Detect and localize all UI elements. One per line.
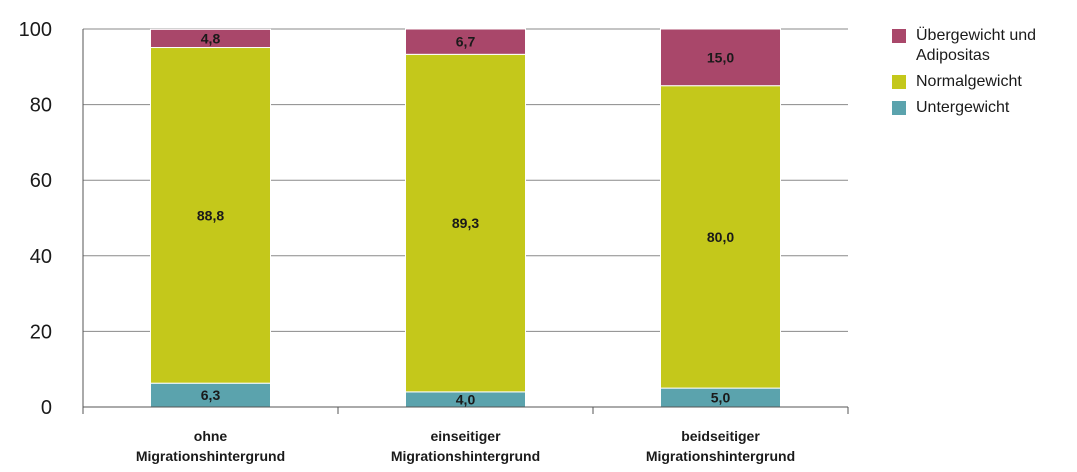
x-category-label-line: Migrationshintergrund [391, 448, 540, 464]
legend-label: Übergewicht und Adipositas [916, 27, 1037, 64]
legend-swatch [892, 75, 906, 89]
legend-item: Normalgewicht [892, 72, 1072, 92]
x-category-label-line: beidseitiger [681, 428, 760, 444]
bar-stack: 5,0 80,0 15,0 [660, 28, 781, 408]
legend-label: Untergewicht [916, 99, 1010, 116]
y-tick-label: 0 [41, 397, 52, 419]
y-tick-label: 40 [30, 246, 52, 268]
x-category-label: ohne Migrationshintergrund [136, 428, 285, 464]
bar-segment [150, 28, 271, 49]
legend-item: Übergewicht und Adipositas [892, 26, 1072, 66]
x-category-label: beidseitiger Migrationshintergrund [646, 428, 795, 464]
data-label: 6,3 [201, 387, 221, 403]
bar-segment [405, 28, 526, 55]
data-label: 80,0 [707, 229, 734, 245]
x-category-label-line: Migrationshintergrund [646, 448, 795, 464]
y-tick-label: 20 [30, 321, 52, 343]
x-category-label-line: einseitiger [430, 428, 501, 444]
x-category-label-line: ohne [194, 428, 228, 444]
data-label: 88,8 [197, 207, 224, 223]
y-tick-label: 60 [30, 170, 52, 192]
data-label: 4,8 [201, 30, 221, 46]
data-label: 5,0 [711, 390, 731, 406]
axes [82, 29, 849, 414]
data-label: 89,3 [452, 215, 479, 231]
bar-segment [150, 47, 271, 384]
legend-label: Normalgewicht [916, 73, 1022, 90]
x-category-label-line: Migrationshintergrund [136, 448, 285, 464]
legend-swatch [892, 29, 906, 43]
x-category-label: einseitiger Migrationshintergrund [391, 428, 540, 464]
legend: Übergewicht und Adipositas Normalgewicht U… [892, 26, 1072, 124]
data-label: 15,0 [707, 49, 734, 65]
data-label: 6,7 [456, 34, 476, 50]
y-tick-label: 100 [19, 19, 52, 41]
bar-segment [660, 28, 781, 87]
legend-swatch [892, 101, 906, 115]
bars: 6,3 88,8 4,8 4,0 89,3 6,7 5,0 80,0 15,0 [150, 28, 781, 408]
y-axis-tick-labels: 0 20 40 60 80 100 [19, 19, 52, 419]
bar-segment [660, 85, 781, 389]
legend-item: Untergewicht [892, 98, 1072, 118]
bar-stack: 4,0 89,3 6,7 [405, 28, 526, 408]
x-axis-category-labels: ohne Migrationshintergrund einseitiger Migr… [136, 428, 795, 464]
bar-stack: 6,3 88,8 4,8 [150, 28, 271, 408]
data-label: 4,0 [456, 391, 476, 407]
y-tick-label: 80 [30, 95, 52, 117]
